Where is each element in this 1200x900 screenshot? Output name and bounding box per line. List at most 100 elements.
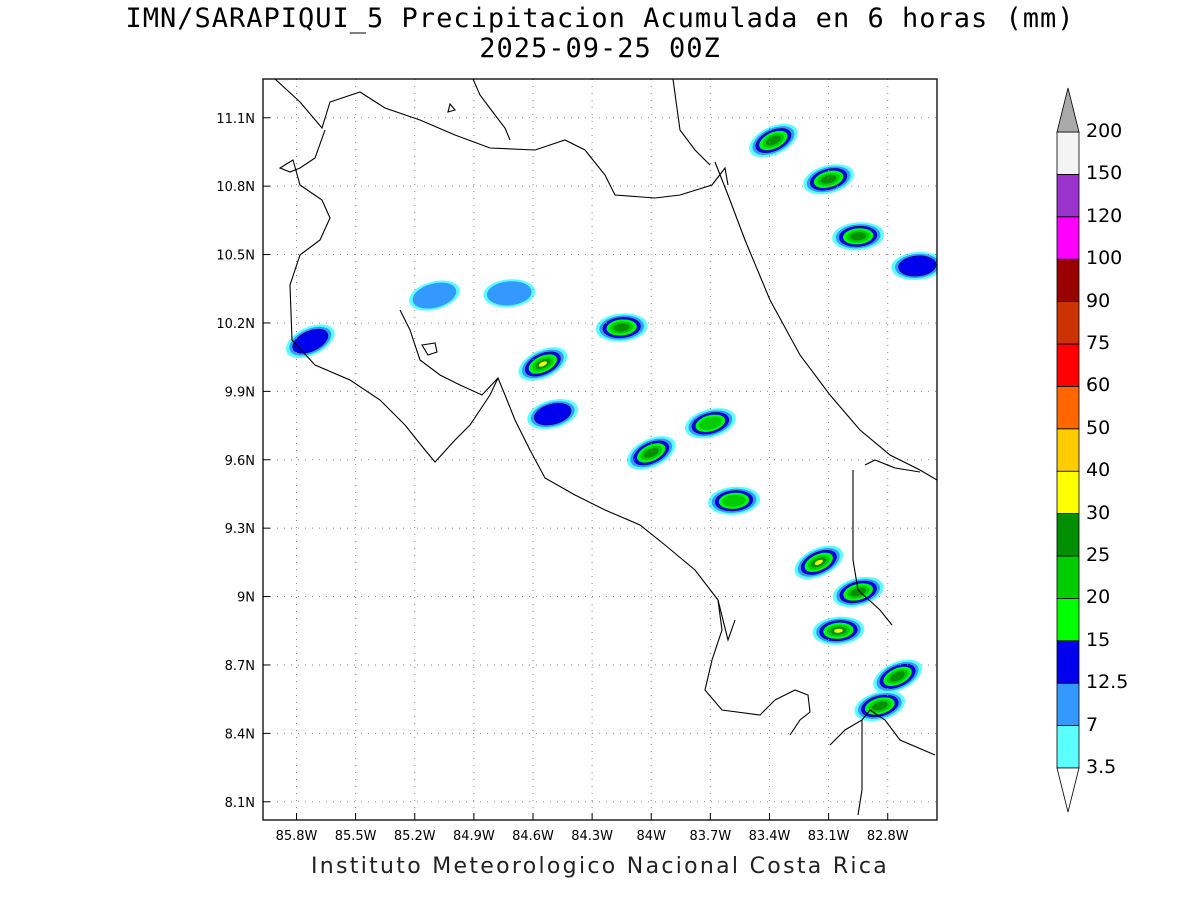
precip-contour — [487, 281, 532, 306]
lon-tick-label: 83.4W — [749, 829, 791, 844]
latitude-axis: 11.1N 10.8N 10.5N 10.2N 9.9N 9.6N 9.3N 9N 8.7N 8.… — [216, 112, 270, 811]
lon-tick-label: 85.2W — [394, 829, 436, 844]
lon-tick-label: 85.8W — [276, 829, 318, 844]
lon-tick-label: 84.9W — [453, 829, 495, 844]
lon-tick-label: 82.8W — [867, 829, 909, 844]
lat-tick-label: 9N — [237, 591, 255, 606]
precip-contour — [412, 282, 457, 309]
colorbar-label: 30 — [1086, 501, 1111, 524]
colorbar-swatch — [1056, 343, 1080, 387]
colorbar-swatch — [1056, 173, 1080, 218]
lat-tick-label: 8.1N — [225, 796, 255, 811]
colorbar-swatch — [1056, 131, 1080, 175]
precip-contour — [850, 232, 867, 241]
colorbar-top-arrow — [1056, 87, 1080, 133]
precip-contour — [820, 174, 837, 184]
colorbar-swatch — [1056, 513, 1080, 557]
precip-cell — [832, 576, 884, 608]
colorbar-label: 200 — [1086, 120, 1123, 142]
colorbar-swatch — [1056, 428, 1080, 472]
colorbar-swatch — [1056, 258, 1080, 303]
colorbar-label: 50 — [1086, 416, 1111, 439]
colorbar-swatch — [1056, 385, 1080, 430]
colorbar-swatch — [1056, 470, 1080, 515]
lon-tick-label: 84.3W — [571, 829, 613, 844]
colorbar-label: 40 — [1086, 459, 1111, 482]
precip-cell — [794, 545, 844, 580]
precip-cell — [854, 690, 906, 722]
lon-tick-label: 83.1W — [808, 829, 850, 844]
colorbar-swatch — [1056, 682, 1080, 727]
colorbar-bottom-arrow — [1056, 767, 1080, 813]
colorbar-label: 120 — [1086, 204, 1123, 227]
colorbar-swatch — [1056, 301, 1080, 345]
precip-contour — [613, 323, 630, 332]
precip-contour — [872, 701, 888, 711]
precip-cell — [812, 616, 865, 645]
precip-contour — [834, 628, 843, 633]
colorbar-label: 3.5 — [1086, 756, 1117, 778]
colorbar-swatch — [1056, 598, 1080, 642]
footer-credit: Instituto Meteorologico Nacional Costa R… — [310, 854, 890, 879]
map-subtitle-datetime: 2025-09-25 00Z — [479, 33, 721, 64]
precip-cell — [832, 222, 885, 251]
precip-contour — [814, 559, 823, 565]
colorbar-label: 60 — [1086, 374, 1111, 397]
precip-contour — [898, 255, 937, 277]
lat-tick-label: 9.6N — [225, 454, 255, 469]
coastline — [274, 79, 937, 816]
precip-cell — [518, 347, 568, 381]
lon-tick-label: 85.5W — [335, 829, 377, 844]
colorbar-label: 15 — [1086, 628, 1111, 651]
precip-cell — [483, 279, 536, 308]
precip-contour — [538, 361, 547, 367]
colorbar-label: 20 — [1086, 586, 1111, 609]
precip-contour — [534, 403, 572, 426]
precip-cell — [708, 486, 760, 515]
colorbar-swatch — [1056, 640, 1080, 684]
colorbar — [1056, 87, 1080, 813]
precip-contour — [765, 135, 781, 146]
lon-tick-label: 84W — [637, 829, 667, 844]
lat-tick-label: 10.8N — [216, 180, 255, 195]
lat-tick-label: 8.4N — [225, 727, 255, 742]
lon-tick-label: 83.7W — [689, 829, 731, 844]
colorbar-label: 90 — [1086, 289, 1111, 312]
lat-tick-label: 9.3N — [225, 522, 255, 537]
precip-cell — [409, 280, 460, 311]
colorbar-label: 150 — [1086, 162, 1123, 185]
lat-tick-label: 11.1N — [216, 112, 255, 127]
precip-cell — [749, 123, 798, 158]
colorbar-swatch — [1056, 555, 1080, 599]
precip-contour — [643, 447, 659, 458]
colorbar-label: 100 — [1086, 247, 1123, 270]
precip-cell — [803, 164, 854, 195]
lat-tick-label: 10.2N — [216, 317, 255, 332]
lat-tick-label: 10.5N — [216, 249, 255, 264]
precip-cell — [626, 436, 676, 470]
precip-contour — [722, 494, 746, 507]
precip-cell — [595, 313, 648, 342]
lat-tick-label: 8.7N — [225, 659, 255, 674]
precip-contour — [699, 416, 722, 430]
lat-tick-label: 9.9N — [225, 385, 255, 400]
colorbar-label: 75 — [1086, 332, 1111, 354]
precip-cell — [891, 251, 937, 281]
plot-frame — [262, 78, 938, 821]
map-title: IMN/SARAPIQUI_5 Precipitacion Acumulada … — [125, 3, 1075, 34]
precip-contour — [292, 328, 329, 354]
colorbar-swatch — [1056, 216, 1080, 260]
precip-contour — [890, 671, 906, 682]
precipitation-layer — [286, 123, 937, 722]
colorbar-swatch — [1056, 725, 1080, 769]
longitude-axis: 85.8W 85.5W 85.2W 84.9W 84.6W 84.3W 84W 83.7W 83… — [276, 813, 909, 844]
lon-tick-label: 84.6W — [512, 829, 554, 844]
precip-cell — [873, 659, 922, 694]
precip-cell — [286, 324, 335, 358]
gridlines — [263, 79, 937, 820]
colorbar-label: 12.5 — [1086, 671, 1129, 694]
precip-cell — [527, 399, 579, 430]
precip-cell — [684, 408, 736, 439]
colorbar-label: 25 — [1086, 544, 1111, 566]
